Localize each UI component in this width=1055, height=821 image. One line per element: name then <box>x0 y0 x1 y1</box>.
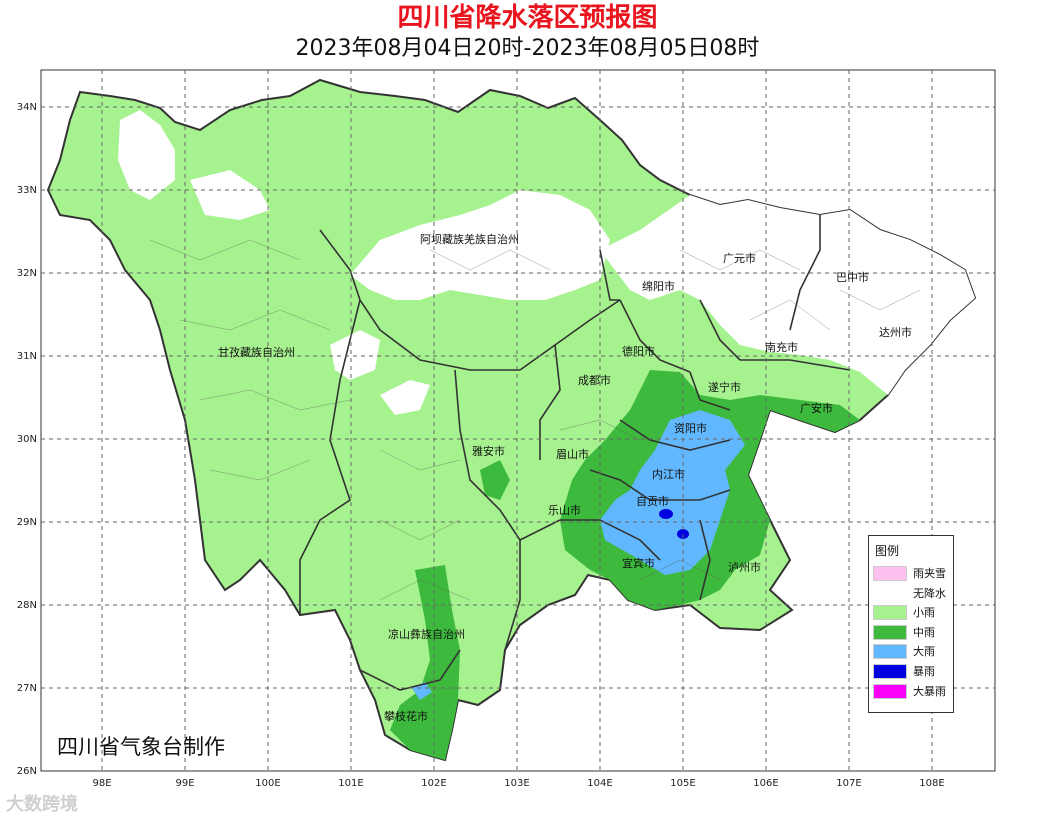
region-label: 宜宾市 <box>622 556 655 570</box>
region-label: 南充市 <box>765 340 798 354</box>
region-label: 资阳市 <box>674 421 707 435</box>
lat-tick: 34N <box>17 102 37 113</box>
legend-item: 暴雨 <box>873 664 951 679</box>
graticule <box>41 70 995 771</box>
region-label: 绵阳市 <box>642 279 675 293</box>
heavy-rain-zone <box>600 410 745 575</box>
lon-tick: 106E <box>753 778 778 789</box>
legend-title: 图例 <box>875 544 900 558</box>
legend-swatch <box>873 566 907 581</box>
region-label: 雅安市 <box>472 444 505 458</box>
legend-swatch <box>873 644 907 659</box>
legend-item: 小雨 <box>873 605 951 620</box>
torrential-rain-zone-1 <box>659 509 673 519</box>
lon-tick: 105E <box>670 778 695 789</box>
no-rain-zone-northwest <box>118 110 175 200</box>
lon-tick: 98E <box>92 778 111 789</box>
map-title: 四川省降水落区预报图 <box>397 3 658 33</box>
lat-tick: 26N <box>17 766 37 777</box>
watermark: 大数跨境 <box>6 794 78 815</box>
lon-tick: 108E <box>919 778 944 789</box>
legend-item: 雨夹雪 <box>873 566 951 581</box>
legend-item: 大雨 <box>873 644 951 659</box>
legend-swatch <box>873 664 907 679</box>
lat-tick: 32N <box>17 268 37 279</box>
prefecture-boundaries <box>299 215 851 691</box>
lat-tick: 27N <box>17 683 37 694</box>
no-rain-zone-central-2 <box>380 380 430 415</box>
lon-tick: 103E <box>504 778 529 789</box>
legend-swatch <box>873 586 907 601</box>
region-label: 攀枝花市 <box>384 709 428 723</box>
lon-tick: 104E <box>587 778 612 789</box>
region-labels: 阿坝藏族羌族自治州 甘孜藏族自治州 凉山彝族自治州 攀枝花市 雅安市 眉山市 乐… <box>218 232 912 723</box>
region-label: 达州市 <box>879 325 912 339</box>
legend-item: 大暴雨 <box>873 684 951 699</box>
legend-item: 中雨 <box>873 625 951 640</box>
legend-label: 大雨 <box>913 645 935 658</box>
legend-label: 中雨 <box>913 626 935 639</box>
lon-tick: 99E <box>175 778 194 789</box>
map-subtitle: 2023年08月04日20时-2023年08月05日08时 <box>295 36 760 61</box>
legend-label: 暴雨 <box>913 665 935 678</box>
legend-label: 大暴雨 <box>913 685 946 698</box>
lon-tick-labels: 98E 99E 100E 101E 102E 103E 104E 105E 10… <box>92 778 944 789</box>
lat-tick: 33N <box>17 185 37 196</box>
legend-swatch <box>873 625 907 640</box>
region-label: 遂宁市 <box>708 380 741 394</box>
region-label: 广安市 <box>800 401 833 415</box>
moderate-rain-zone-yaan <box>480 460 510 500</box>
county-boundaries <box>149 239 921 601</box>
legend-label: 雨夹雪 <box>913 567 946 580</box>
lon-tick: 107E <box>836 778 861 789</box>
lat-tick: 31N <box>17 351 37 362</box>
lat-tick: 29N <box>17 517 37 528</box>
lat-tick: 28N <box>17 600 37 611</box>
region-label: 内江市 <box>652 467 685 481</box>
moderate-rain-zone-southwest <box>390 565 460 760</box>
legend-item: 无降水 <box>873 586 951 601</box>
lat-tick: 30N <box>17 434 37 445</box>
lat-tick-labels: 34N 33N 32N 31N 30N 29N 28N 27N 26N <box>17 102 37 777</box>
region-label: 德阳市 <box>622 344 655 358</box>
region-label: 广元市 <box>723 251 756 265</box>
no-rain-zone-northeast <box>600 195 975 395</box>
region-label: 泸州市 <box>728 560 761 574</box>
lon-tick: 100E <box>255 778 280 789</box>
region-label: 凉山彝族自治州 <box>388 627 465 641</box>
region-label: 巴中市 <box>836 270 869 284</box>
producer-credit: 四川省气象台制作 <box>57 735 225 759</box>
legend-swatch <box>873 684 907 699</box>
legend-label: 无降水 <box>913 587 946 600</box>
legend-label: 小雨 <box>913 606 935 619</box>
lon-tick: 101E <box>338 778 363 789</box>
region-label: 乐山市 <box>548 503 581 517</box>
region-label: 成都市 <box>578 373 611 387</box>
region-label: 眉山市 <box>556 447 589 461</box>
legend: 图例 雨夹雪 无降水 小雨 中雨 大雨 暴雨 大暴雨 <box>868 535 954 713</box>
region-label: 阿坝藏族羌族自治州 <box>420 232 519 246</box>
no-rain-zone-northwest-2 <box>190 170 270 220</box>
lon-tick: 102E <box>421 778 446 789</box>
legend-swatch <box>873 605 907 620</box>
region-label: 甘孜藏族自治州 <box>218 345 295 359</box>
region-label: 自贡市 <box>636 494 669 508</box>
